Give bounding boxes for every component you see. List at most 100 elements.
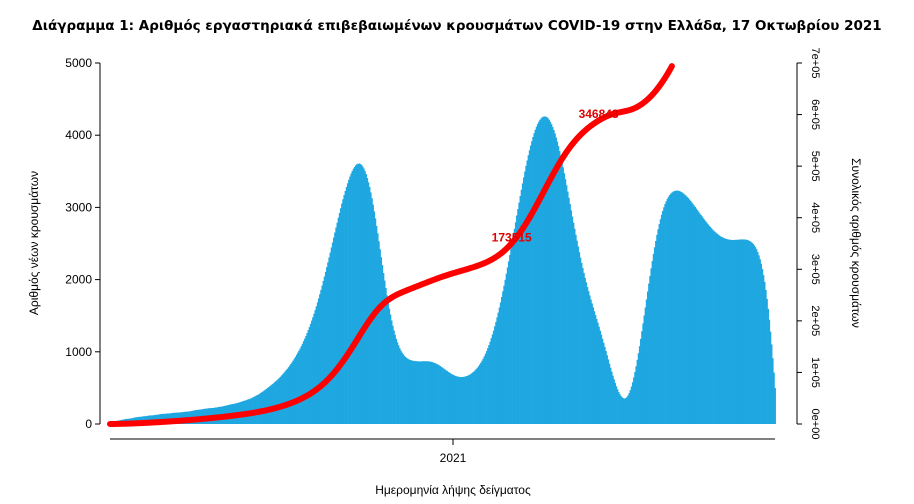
bar: [758, 255, 760, 424]
bar: [675, 190, 678, 424]
bar: [339, 208, 342, 424]
bar: [338, 212, 341, 424]
bar: [528, 150, 531, 424]
y-tick-label: 2000: [65, 273, 92, 287]
bar: [295, 354, 298, 424]
bar: [404, 357, 407, 424]
bar: [717, 234, 720, 424]
bar: [321, 285, 323, 424]
bar: [663, 207, 665, 424]
bar: [578, 252, 581, 424]
bar: [620, 396, 622, 424]
bar: [681, 192, 684, 424]
bar: [772, 358, 774, 424]
bar: [773, 372, 775, 424]
bar: [757, 252, 759, 424]
bar: [269, 386, 271, 424]
bar: [385, 287, 387, 424]
bar: [693, 205, 695, 424]
bar: [590, 299, 592, 424]
bar: [615, 386, 618, 424]
bar: [436, 364, 438, 424]
bar: [431, 362, 433, 424]
bar: [357, 163, 359, 424]
bar: [587, 291, 590, 424]
bar: [278, 377, 281, 424]
bar: [351, 171, 354, 424]
bar: [724, 238, 727, 424]
bar: [708, 225, 710, 424]
bar: [618, 392, 620, 424]
bar: [467, 375, 469, 424]
bar: [285, 369, 288, 424]
bar: [461, 377, 464, 424]
bar: [662, 210, 664, 424]
bar: [490, 338, 493, 424]
bar: [422, 361, 424, 424]
left-axis: 0 1000 2000 3000 4000 5000: [65, 56, 101, 431]
bar: [678, 190, 680, 424]
bar: [524, 171, 526, 424]
bar: [463, 376, 466, 424]
bar: [604, 346, 606, 424]
bar: [747, 240, 750, 424]
bar: [607, 359, 610, 424]
bar: [428, 361, 430, 424]
bar: [575, 234, 577, 424]
bar: [409, 359, 411, 424]
bar: [573, 228, 576, 424]
bar: [313, 313, 315, 424]
y-tick-label: 0: [85, 417, 92, 431]
bar: [432, 362, 435, 424]
bar: [652, 253, 655, 424]
bar: [770, 344, 773, 424]
bar: [589, 295, 591, 424]
bar: [723, 238, 725, 424]
bar: [470, 373, 473, 424]
bar: [446, 371, 449, 424]
annotations: 693886 346843 173515: [492, 0, 781, 244]
bar: [711, 229, 714, 424]
bar: [674, 190, 677, 424]
bar: [531, 141, 533, 424]
bar: [526, 160, 528, 424]
bar: [503, 285, 505, 424]
bar: [504, 279, 506, 424]
bar: [628, 393, 630, 424]
bar: [294, 356, 297, 424]
bar: [752, 243, 754, 424]
bar: [512, 235, 515, 424]
bar: [284, 371, 286, 424]
bar: [667, 196, 670, 424]
bar: [613, 379, 615, 424]
bar: [754, 247, 757, 424]
bar: [608, 363, 611, 424]
bar: [452, 374, 454, 424]
bar: [383, 280, 386, 424]
bar: [737, 239, 739, 424]
bar: [688, 199, 691, 424]
bar: [593, 311, 596, 424]
bar: [364, 171, 366, 424]
bar: [684, 194, 686, 424]
bar: [682, 193, 685, 424]
bar: [342, 199, 344, 424]
bar: [327, 262, 329, 424]
bar: [730, 239, 732, 424]
bar: [324, 271, 327, 424]
bar: [397, 345, 400, 424]
bar: [483, 356, 486, 424]
bar: [545, 116, 547, 424]
bar: [619, 394, 621, 424]
bar: [558, 151, 561, 424]
bar: [706, 222, 708, 424]
bar: [474, 370, 476, 424]
bar: [539, 119, 541, 424]
bar: [649, 275, 651, 424]
bar: [375, 225, 378, 424]
bar: [402, 354, 405, 424]
bar: [424, 361, 427, 424]
y2-tick-label: 2e+05: [809, 305, 821, 336]
bar: [644, 307, 647, 424]
bar: [361, 166, 364, 424]
